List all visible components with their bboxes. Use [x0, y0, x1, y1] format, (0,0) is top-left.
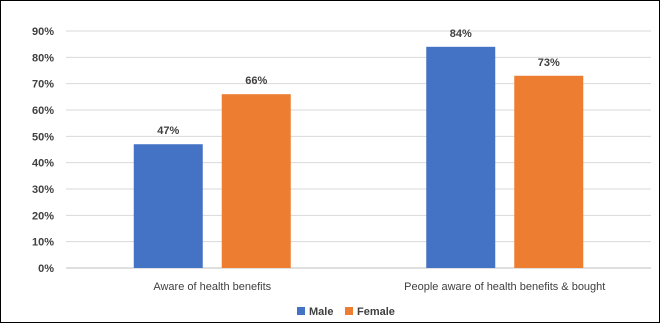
data-label: 66% [245, 75, 267, 87]
bar-female-1 [221, 94, 291, 268]
y-tick-label: 40% [32, 158, 54, 170]
bar-male-2 [426, 46, 496, 268]
y-axis-ticks: 0% 10% 20% 30% 40% 50% 60% 70% 80% 90% [32, 26, 54, 275]
bars [133, 46, 584, 269]
y-tick-label: 10% [32, 237, 54, 249]
y-tick-label: 0% [38, 263, 54, 275]
y-tick-label: 60% [32, 105, 54, 117]
data-labels: 47% 66% 84% 73% [157, 28, 560, 137]
y-tick-label: 80% [32, 52, 54, 64]
data-label: 73% [538, 57, 560, 69]
legend-label-female: Female [357, 306, 395, 318]
y-tick-label: 70% [32, 79, 54, 91]
data-label: 47% [157, 125, 179, 137]
y-tick-label: 90% [32, 26, 54, 38]
y-tick-label: 30% [32, 184, 54, 196]
legend-label-male: Male [309, 306, 333, 318]
x-category-label: People aware of health benefits & bought [404, 281, 605, 293]
bar-female-2 [514, 75, 584, 269]
x-category-label: Aware of health benefits [153, 281, 271, 293]
y-tick-label: 50% [32, 131, 54, 143]
y-tick-label: 20% [32, 210, 54, 222]
legend-swatch-female [345, 307, 353, 315]
bar-male-1 [133, 144, 203, 268]
legend-swatch-male [297, 307, 305, 315]
legend: Male Female [297, 306, 395, 318]
data-label: 84% [450, 28, 472, 40]
x-axis-categories: Aware of health benefits People aware of … [153, 281, 605, 293]
